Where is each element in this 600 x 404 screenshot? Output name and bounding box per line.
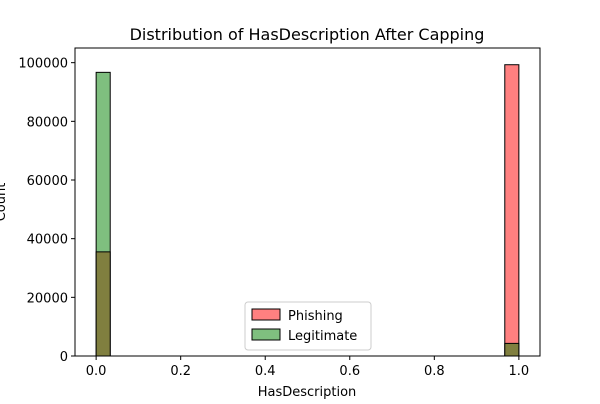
x-tick-label: 0.8 [424,364,445,379]
y-tick-label: 60000 [27,174,68,189]
x-tick-label: 0.0 [86,364,107,379]
legend-swatch-phishing [251,308,281,321]
legend-label-legitimate: Legitimate [288,329,357,344]
plot-frame [74,47,541,357]
legend-label-phishing: Phishing [288,309,343,324]
x-tick-label: 0.2 [170,364,191,379]
x-tick-label: 0.6 [339,364,360,379]
legend: Phishing Legitimate [244,301,372,351]
y-axis-label: Count [0,183,9,222]
y-tick-label: 100000 [18,57,68,72]
legend-swatch-legitimate [251,328,281,341]
bar-phishing-bin-0 [95,251,111,357]
y-tick-label: 80000 [27,115,68,130]
x-tick-label: 1.0 [509,364,530,379]
chart-title: Distribution of HasDescription After Cap… [130,25,485,44]
y-tick-label: 0 [60,350,68,365]
bar-phishing-bin-1 [504,64,520,357]
y-tick-label: 40000 [27,233,68,248]
x-axis-label: HasDescription [258,385,357,400]
bar-legitimate-bin-1 [504,342,520,357]
x-tick-label: 0.4 [255,364,276,379]
y-tick-label: 20000 [27,291,68,306]
